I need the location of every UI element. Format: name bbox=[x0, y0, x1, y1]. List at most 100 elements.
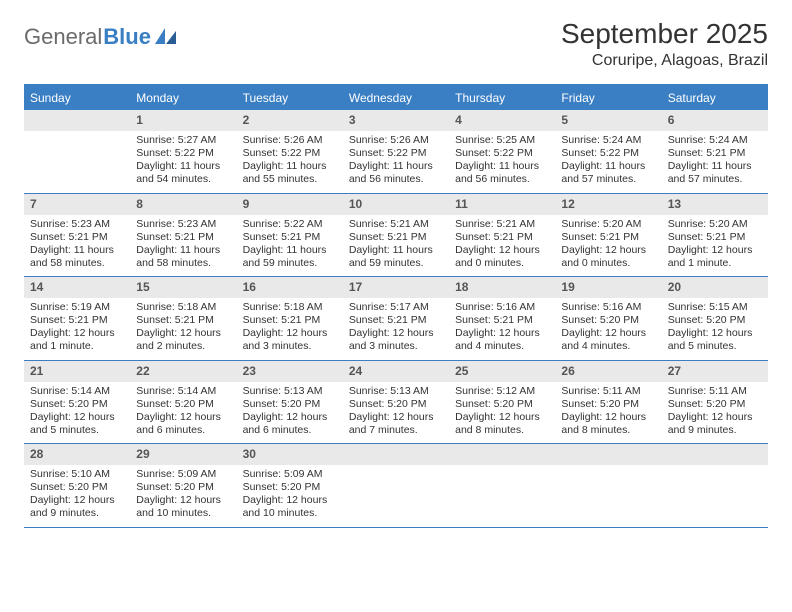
day-body: Sunrise: 5:27 AMSunset: 5:22 PMDaylight:… bbox=[130, 131, 236, 193]
day-cell: 6Sunrise: 5:24 AMSunset: 5:21 PMDaylight… bbox=[662, 110, 768, 193]
calendar: SundayMondayTuesdayWednesdayThursdayFrid… bbox=[24, 84, 768, 528]
day-body bbox=[343, 465, 449, 513]
day-cell: 11Sunrise: 5:21 AMSunset: 5:21 PMDayligh… bbox=[449, 194, 555, 277]
sunrise-text: Sunrise: 5:21 AM bbox=[455, 218, 549, 231]
day-cell bbox=[555, 444, 661, 527]
sunrise-text: Sunrise: 5:18 AM bbox=[243, 301, 337, 314]
day-number: 3 bbox=[343, 110, 449, 131]
sunset-text: Sunset: 5:20 PM bbox=[30, 481, 124, 494]
sunset-text: Sunset: 5:21 PM bbox=[455, 314, 549, 327]
day-number bbox=[662, 444, 768, 465]
week-row: 28Sunrise: 5:10 AMSunset: 5:20 PMDayligh… bbox=[24, 444, 768, 528]
day-number bbox=[343, 444, 449, 465]
day-number: 11 bbox=[449, 194, 555, 215]
day-body: Sunrise: 5:17 AMSunset: 5:21 PMDaylight:… bbox=[343, 298, 449, 360]
sunrise-text: Sunrise: 5:19 AM bbox=[30, 301, 124, 314]
day-number: 9 bbox=[237, 194, 343, 215]
sunset-text: Sunset: 5:21 PM bbox=[243, 314, 337, 327]
day-number: 10 bbox=[343, 194, 449, 215]
week-row: 21Sunrise: 5:14 AMSunset: 5:20 PMDayligh… bbox=[24, 361, 768, 445]
sunrise-text: Sunrise: 5:26 AM bbox=[349, 134, 443, 147]
day-cell bbox=[449, 444, 555, 527]
day-body bbox=[662, 465, 768, 513]
day-number: 7 bbox=[24, 194, 130, 215]
sunset-text: Sunset: 5:21 PM bbox=[136, 314, 230, 327]
weekday-header-row: SundayMondayTuesdayWednesdayThursdayFrid… bbox=[24, 86, 768, 110]
sunset-text: Sunset: 5:20 PM bbox=[136, 398, 230, 411]
day-cell: 23Sunrise: 5:13 AMSunset: 5:20 PMDayligh… bbox=[237, 361, 343, 444]
weekday-header: Saturday bbox=[662, 86, 768, 110]
day-cell: 14Sunrise: 5:19 AMSunset: 5:21 PMDayligh… bbox=[24, 277, 130, 360]
day-cell: 1Sunrise: 5:27 AMSunset: 5:22 PMDaylight… bbox=[130, 110, 236, 193]
sunset-text: Sunset: 5:22 PM bbox=[243, 147, 337, 160]
sunrise-text: Sunrise: 5:09 AM bbox=[136, 468, 230, 481]
daylight-text: Daylight: 12 hours and 0 minutes. bbox=[561, 244, 655, 270]
daylight-text: Daylight: 12 hours and 6 minutes. bbox=[136, 411, 230, 437]
sunset-text: Sunset: 5:22 PM bbox=[349, 147, 443, 160]
day-body: Sunrise: 5:09 AMSunset: 5:20 PMDaylight:… bbox=[130, 465, 236, 527]
day-cell: 25Sunrise: 5:12 AMSunset: 5:20 PMDayligh… bbox=[449, 361, 555, 444]
day-body: Sunrise: 5:15 AMSunset: 5:20 PMDaylight:… bbox=[662, 298, 768, 360]
day-body: Sunrise: 5:23 AMSunset: 5:21 PMDaylight:… bbox=[130, 215, 236, 277]
daylight-text: Daylight: 11 hours and 57 minutes. bbox=[561, 160, 655, 186]
weekday-header: Sunday bbox=[24, 86, 130, 110]
day-number: 17 bbox=[343, 277, 449, 298]
daylight-text: Daylight: 12 hours and 9 minutes. bbox=[668, 411, 762, 437]
daylight-text: Daylight: 12 hours and 10 minutes. bbox=[136, 494, 230, 520]
month-title: September 2025 bbox=[561, 18, 768, 50]
day-body: Sunrise: 5:20 AMSunset: 5:21 PMDaylight:… bbox=[662, 215, 768, 277]
day-body: Sunrise: 5:13 AMSunset: 5:20 PMDaylight:… bbox=[343, 382, 449, 444]
sunset-text: Sunset: 5:20 PM bbox=[561, 398, 655, 411]
daylight-text: Daylight: 11 hours and 55 minutes. bbox=[243, 160, 337, 186]
day-cell: 7Sunrise: 5:23 AMSunset: 5:21 PMDaylight… bbox=[24, 194, 130, 277]
sunset-text: Sunset: 5:21 PM bbox=[349, 231, 443, 244]
daylight-text: Daylight: 12 hours and 5 minutes. bbox=[30, 411, 124, 437]
logo-sail-icon bbox=[155, 28, 177, 46]
sunset-text: Sunset: 5:21 PM bbox=[668, 147, 762, 160]
day-cell: 29Sunrise: 5:09 AMSunset: 5:20 PMDayligh… bbox=[130, 444, 236, 527]
daylight-text: Daylight: 12 hours and 3 minutes. bbox=[349, 327, 443, 353]
logo: GeneralBlue bbox=[24, 18, 177, 50]
day-number: 26 bbox=[555, 361, 661, 382]
day-cell: 17Sunrise: 5:17 AMSunset: 5:21 PMDayligh… bbox=[343, 277, 449, 360]
sunrise-text: Sunrise: 5:22 AM bbox=[243, 218, 337, 231]
day-number: 6 bbox=[662, 110, 768, 131]
daylight-text: Daylight: 12 hours and 8 minutes. bbox=[455, 411, 549, 437]
day-number: 22 bbox=[130, 361, 236, 382]
day-body: Sunrise: 5:18 AMSunset: 5:21 PMDaylight:… bbox=[130, 298, 236, 360]
day-number bbox=[24, 110, 130, 131]
day-body: Sunrise: 5:13 AMSunset: 5:20 PMDaylight:… bbox=[237, 382, 343, 444]
sunrise-text: Sunrise: 5:25 AM bbox=[455, 134, 549, 147]
day-body: Sunrise: 5:25 AMSunset: 5:22 PMDaylight:… bbox=[449, 131, 555, 193]
day-number: 2 bbox=[237, 110, 343, 131]
day-cell: 26Sunrise: 5:11 AMSunset: 5:20 PMDayligh… bbox=[555, 361, 661, 444]
sunrise-text: Sunrise: 5:15 AM bbox=[668, 301, 762, 314]
day-body bbox=[449, 465, 555, 513]
title-block: September 2025 Coruripe, Alagoas, Brazil bbox=[561, 18, 768, 70]
sunrise-text: Sunrise: 5:11 AM bbox=[668, 385, 762, 398]
day-cell: 5Sunrise: 5:24 AMSunset: 5:22 PMDaylight… bbox=[555, 110, 661, 193]
sunrise-text: Sunrise: 5:10 AM bbox=[30, 468, 124, 481]
week-row: 1Sunrise: 5:27 AMSunset: 5:22 PMDaylight… bbox=[24, 110, 768, 194]
sunrise-text: Sunrise: 5:23 AM bbox=[30, 218, 124, 231]
day-body: Sunrise: 5:21 AMSunset: 5:21 PMDaylight:… bbox=[449, 215, 555, 277]
day-body bbox=[24, 131, 130, 179]
day-cell: 22Sunrise: 5:14 AMSunset: 5:20 PMDayligh… bbox=[130, 361, 236, 444]
day-body: Sunrise: 5:23 AMSunset: 5:21 PMDaylight:… bbox=[24, 215, 130, 277]
day-cell: 15Sunrise: 5:18 AMSunset: 5:21 PMDayligh… bbox=[130, 277, 236, 360]
day-body: Sunrise: 5:16 AMSunset: 5:20 PMDaylight:… bbox=[555, 298, 661, 360]
day-body bbox=[555, 465, 661, 513]
sunrise-text: Sunrise: 5:20 AM bbox=[668, 218, 762, 231]
sunset-text: Sunset: 5:22 PM bbox=[455, 147, 549, 160]
day-cell: 30Sunrise: 5:09 AMSunset: 5:20 PMDayligh… bbox=[237, 444, 343, 527]
day-body: Sunrise: 5:26 AMSunset: 5:22 PMDaylight:… bbox=[343, 131, 449, 193]
daylight-text: Daylight: 12 hours and 7 minutes. bbox=[349, 411, 443, 437]
day-number: 14 bbox=[24, 277, 130, 298]
sunset-text: Sunset: 5:20 PM bbox=[668, 398, 762, 411]
day-cell: 9Sunrise: 5:22 AMSunset: 5:21 PMDaylight… bbox=[237, 194, 343, 277]
sunset-text: Sunset: 5:20 PM bbox=[349, 398, 443, 411]
day-number: 23 bbox=[237, 361, 343, 382]
day-number: 27 bbox=[662, 361, 768, 382]
day-cell: 3Sunrise: 5:26 AMSunset: 5:22 PMDaylight… bbox=[343, 110, 449, 193]
sunset-text: Sunset: 5:22 PM bbox=[136, 147, 230, 160]
